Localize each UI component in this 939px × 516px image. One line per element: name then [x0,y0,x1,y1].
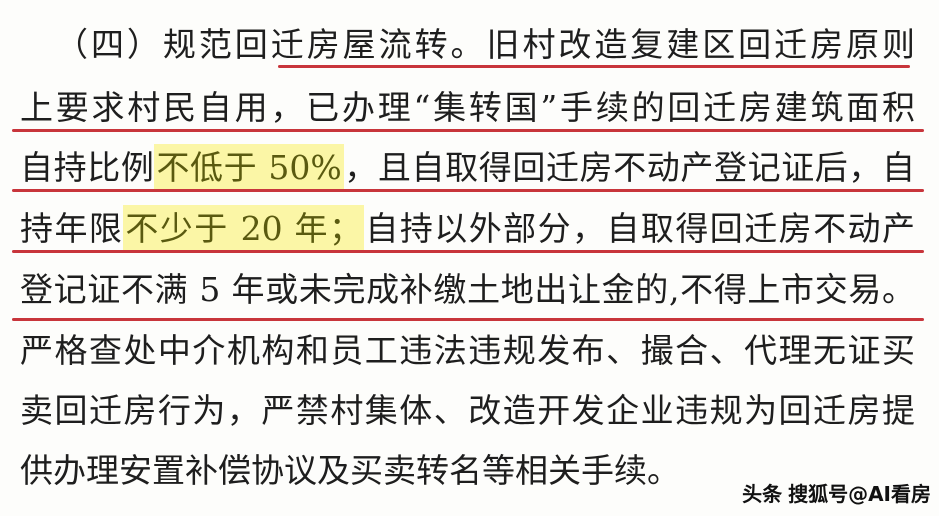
red-underline [278,65,910,68]
paragraph-line-6: 严格查处中介机构和员工违法违规发布、撮合、代理无证买 [20,329,915,373]
paragraph-line-1: （四）规范回迁房屋流转。旧村改造复建区回迁房原则 [55,23,915,67]
watermark-toutiao: 头条 [742,482,783,506]
line-text: ，且自取得回迁房不动产登记证后，自 [343,148,916,187]
paragraph-line-8: 供办理安置补偿协议及买卖转名等相关手续。 [20,449,680,493]
line-text: 供办理安置补偿协议及买卖转名等相关手续。 [20,451,680,490]
paragraph-line-3: 自持比例不低于 50%，且自取得回迁房不动产登记证后，自 [20,144,916,191]
paragraph-line-4: 持年限不少于 20 年；自持以外部分，自取得回迁房不动产 [20,205,916,252]
red-underline [12,189,924,192]
line-text: 登记证不满 5 年或未完成补缴土地出让金的,不得上市交易。 [20,270,915,309]
line-text: 持年限 [20,209,124,248]
watermark: 头条 搜狐号@AI看房 [742,478,931,507]
paragraph-line-7: 卖回迁房行为，严禁村集体、改造开发企业违规为回迁房提 [20,389,915,433]
red-underline [12,318,924,321]
line-text: （四）规范回迁房屋流转。 [55,25,487,64]
paragraph-line-2: 上要求村民自用，已办理“集转国”手续的回迁房建筑面积 [20,86,915,130]
underlined-text: 上要求村民自用，已办理“集转国”手续的回迁房建筑面积 [20,88,915,127]
highlighted-text: 不少于 20 年； [123,205,364,252]
underlined-text: 旧村改造复建区回迁房原则 [486,25,916,64]
red-underline [12,250,924,253]
line-text: 自持比例 [20,148,155,187]
paragraph-line-5: 登记证不满 5 年或未完成补缴土地出让金的,不得上市交易。 [20,268,915,312]
red-underline [12,129,924,132]
highlighted-text: 不低于 50% [154,144,344,191]
line-text: 严格查处中介机构和员工违法违规发布、撮合、代理无证买 [20,331,915,370]
line-text: 自持以外部分，自取得回迁房不动产 [363,209,916,248]
watermark-sohu: 搜狐号@AI看房 [788,482,931,506]
line-text: 卖回迁房行为，严禁村集体、改造开发企业违规为回迁房提 [20,391,915,430]
